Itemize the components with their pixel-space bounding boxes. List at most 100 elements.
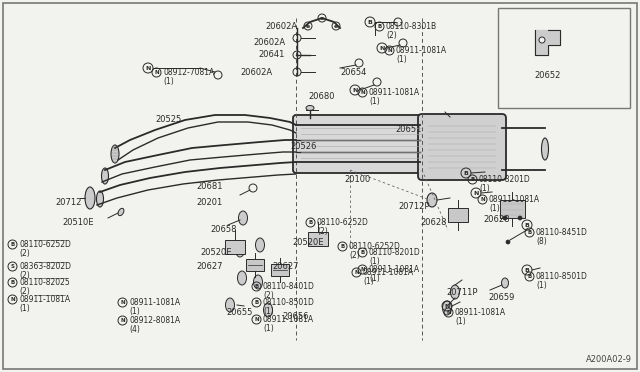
Text: 20602A: 20602A [253,38,285,47]
Ellipse shape [427,193,437,207]
Text: (2): (2) [317,227,328,236]
Ellipse shape [102,168,109,184]
Text: 20627: 20627 [272,262,298,271]
Text: N: N [446,310,451,315]
Text: 20712: 20712 [55,198,81,207]
Text: N: N [474,190,479,196]
Bar [448,208,468,222]
Text: B: B [525,267,529,273]
Text: B: B [10,242,15,247]
Circle shape [506,240,510,244]
Text: 08911-1081A: 08911-1081A [369,265,420,274]
Circle shape [539,37,545,43]
Text: 08110-6252D: 08110-6252D [317,218,369,227]
Text: 08911-1081A: 08911-1081A [19,295,70,304]
Text: (1): (1) [489,204,500,213]
Text: 08110-8501D: 08110-8501D [536,272,588,281]
Text: 20520E: 20520E [200,248,232,257]
Text: N: N [387,48,392,53]
Text: N: N [120,300,125,305]
Text: (2): (2) [386,31,397,40]
Ellipse shape [264,303,273,317]
Text: B: B [527,230,532,235]
Ellipse shape [502,278,509,288]
Text: B: B [360,250,365,255]
Bar [500,200,525,218]
Text: B: B [527,274,532,279]
Text: 08110-8501D: 08110-8501D [263,298,315,307]
Text: 20655: 20655 [226,308,252,317]
Bar [498,8,630,108]
Text: N: N [154,70,159,75]
Text: N: N [480,197,485,202]
Ellipse shape [237,271,246,285]
Text: 20681: 20681 [196,182,223,191]
Text: N: N [10,297,15,302]
Text: 08363-8202D: 08363-8202D [19,262,71,271]
Text: 20712P: 20712P [398,202,429,211]
Bar [308,232,328,246]
Text: (1): (1) [363,277,374,286]
Text: 08110-6252D: 08110-6252D [349,242,401,251]
Text: B: B [367,19,372,25]
Text: 20651: 20651 [395,125,421,134]
Text: B: B [470,177,475,182]
Text: e: e [334,23,338,29]
Text: (1): (1) [163,77,173,86]
Ellipse shape [306,106,314,110]
Ellipse shape [239,211,248,225]
Text: 20201: 20201 [196,198,222,207]
Text: 08911-1081A: 08911-1081A [396,46,447,55]
Text: 20510E: 20510E [62,218,93,227]
Text: 08911-1081A: 08911-1081A [455,308,506,317]
Text: N: N [354,270,359,275]
Text: N: N [120,318,125,323]
Text: (1): (1) [369,97,380,106]
FancyBboxPatch shape [418,114,506,180]
Text: (2): (2) [19,249,29,258]
Text: 20641: 20641 [258,50,284,59]
Text: (1): (1) [455,317,466,326]
Text: (1): (1) [19,304,29,313]
Ellipse shape [442,301,451,315]
Text: 08911-1081A: 08911-1081A [129,298,180,307]
Text: N: N [360,90,365,95]
Text: (1): (1) [369,257,380,266]
Text: (2): (2) [349,251,360,260]
Text: 08911-1081A: 08911-1081A [363,268,414,277]
Text: 20602A: 20602A [265,22,297,31]
Text: B: B [254,300,259,305]
Text: (1): (1) [396,55,407,64]
Text: B: B [378,24,381,29]
Ellipse shape [253,275,262,289]
Text: N: N [145,65,150,71]
Ellipse shape [111,145,119,163]
Text: 08110-8301B: 08110-8301B [386,22,437,31]
Text: 08110-8401D: 08110-8401D [263,282,315,291]
Text: N: N [352,87,358,93]
Text: B: B [340,244,344,249]
Text: (1): (1) [129,307,140,316]
Ellipse shape [255,238,264,252]
Ellipse shape [225,298,234,312]
Text: 08912-7081A: 08912-7081A [163,68,214,77]
Text: B: B [525,222,529,228]
Text: 20602A: 20602A [240,68,272,77]
Circle shape [503,216,507,220]
Text: 20628: 20628 [483,215,509,224]
Text: 08110-8451D: 08110-8451D [536,228,588,237]
Text: (4): (4) [129,325,140,334]
Text: 20526: 20526 [290,142,316,151]
Text: (1): (1) [369,274,380,283]
Text: B: B [10,280,15,285]
Text: S: S [10,264,15,269]
Text: 20654: 20654 [340,68,366,77]
Text: (2): (2) [19,287,29,296]
Text: (1): (1) [536,281,547,290]
Text: 20656: 20656 [282,312,308,321]
Text: B: B [254,284,259,289]
Ellipse shape [236,243,244,257]
Text: e: e [306,23,310,29]
Ellipse shape [541,138,548,160]
Text: N: N [360,267,365,272]
